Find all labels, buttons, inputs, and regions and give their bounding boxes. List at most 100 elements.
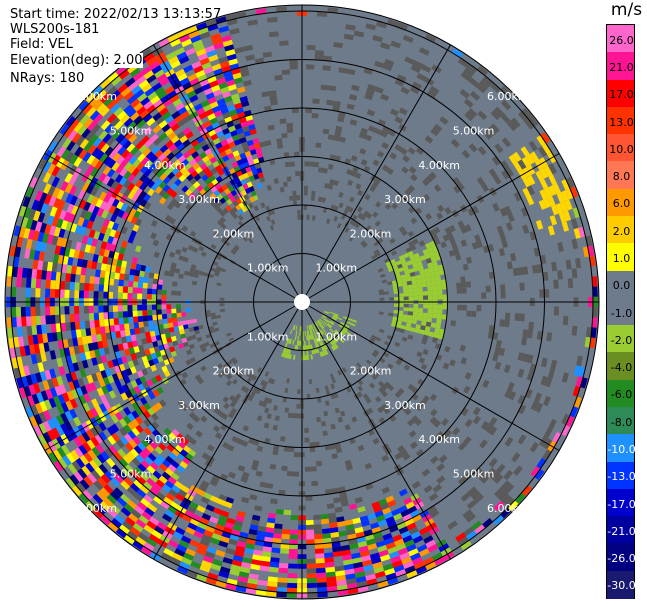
- range-gate: [133, 492, 144, 502]
- range-gate: [60, 180, 69, 192]
- range-gate: [188, 184, 197, 193]
- range-gate: [209, 343, 216, 349]
- range-gate: [7, 327, 14, 339]
- range-gate: [316, 320, 321, 326]
- range-gate: [142, 304, 147, 311]
- range-gate: [85, 184, 95, 195]
- range-gate: [139, 109, 150, 119]
- range-gate: [95, 239, 103, 248]
- range-gate: [406, 318, 413, 324]
- range-gate: [100, 120, 111, 131]
- range-gate: [142, 147, 152, 157]
- range-gate: [237, 465, 246, 472]
- range-gate: [394, 341, 401, 348]
- range-gate: [154, 329, 161, 336]
- range-gate: [199, 31, 211, 40]
- range-gate: [409, 254, 416, 261]
- range-gate: [106, 113, 117, 124]
- range-gate: [240, 385, 247, 392]
- range-gate: [283, 446, 290, 452]
- range-gate: [480, 474, 490, 484]
- range-gate: [73, 436, 83, 448]
- range-gate: [75, 135, 86, 147]
- range-gate: [50, 271, 57, 281]
- range-gate: [143, 168, 152, 177]
- range-gate: [224, 148, 233, 156]
- range-gate: [141, 511, 152, 521]
- range-gate: [530, 400, 539, 411]
- range-gate: [218, 56, 229, 64]
- range-gate: [139, 270, 145, 277]
- range-gate: [125, 335, 132, 343]
- range-gate: [68, 175, 78, 186]
- range-gate: [247, 232, 253, 238]
- range-gate: [139, 396, 148, 405]
- range-gate: [23, 385, 32, 397]
- range-gate: [520, 146, 530, 157]
- range-gate: [116, 155, 125, 165]
- range-gate: [32, 363, 40, 374]
- range-gate: [249, 494, 258, 501]
- range-gate: [120, 493, 131, 504]
- range-gate: [170, 262, 177, 269]
- range-gate: [181, 403, 189, 412]
- range-gate: [410, 64, 421, 73]
- range-gate: [95, 269, 101, 278]
- range-gate: [79, 368, 87, 378]
- range-gate: [92, 507, 104, 519]
- range-gate: [137, 92, 148, 103]
- range-gate: [130, 262, 137, 270]
- range-gate: [98, 312, 104, 320]
- range-gate: [82, 151, 92, 162]
- range-gate: [108, 318, 115, 326]
- range-gate: [54, 245, 61, 255]
- range-gate: [491, 156, 501, 166]
- range-gate: [170, 182, 178, 191]
- range-gate: [397, 195, 405, 203]
- range-gate: [37, 212, 46, 223]
- range-gate: [260, 202, 266, 209]
- range-gate: [393, 513, 403, 521]
- range-gate: [168, 327, 175, 333]
- range-gate: [572, 207, 581, 219]
- range-gate: [474, 524, 486, 535]
- range-gate: [477, 146, 487, 156]
- range-gate: [304, 466, 311, 472]
- range-gate: [113, 207, 121, 216]
- range-gate: [59, 124, 70, 136]
- range-gate: [391, 202, 398, 210]
- range-gate: [147, 424, 156, 433]
- range-gate: [233, 555, 244, 562]
- range-gate: [115, 65, 127, 76]
- range-gate: [104, 146, 114, 157]
- range-gate: [522, 353, 529, 363]
- range-gate: [346, 68, 356, 76]
- range-gate: [24, 248, 31, 259]
- range-gate: [441, 314, 447, 320]
- range-gate: [465, 513, 476, 523]
- range-gate: [266, 216, 271, 222]
- range-gate: [159, 144, 169, 153]
- range-gate: [325, 488, 333, 495]
- range-gate: [403, 292, 409, 297]
- range-gate: [137, 463, 147, 473]
- range-gate: [137, 131, 147, 141]
- range-gate: [147, 91, 158, 101]
- range-gate: [210, 563, 222, 571]
- range-gate: [96, 103, 107, 114]
- range-gate: [273, 178, 279, 184]
- range-gate: [120, 330, 126, 338]
- range-gate: [139, 405, 148, 414]
- range-gate: [306, 335, 309, 341]
- range-gate: [196, 22, 208, 31]
- range-gate: [93, 113, 104, 124]
- range-gate: [91, 398, 99, 408]
- range-gate: [215, 72, 225, 81]
- range-gate: [421, 338, 428, 345]
- range-gate: [342, 316, 348, 320]
- range-gate: [481, 183, 490, 193]
- range-gate: [30, 373, 38, 385]
- range-gate: [339, 410, 346, 417]
- range-gate: [463, 526, 475, 537]
- range-gate: [313, 529, 323, 535]
